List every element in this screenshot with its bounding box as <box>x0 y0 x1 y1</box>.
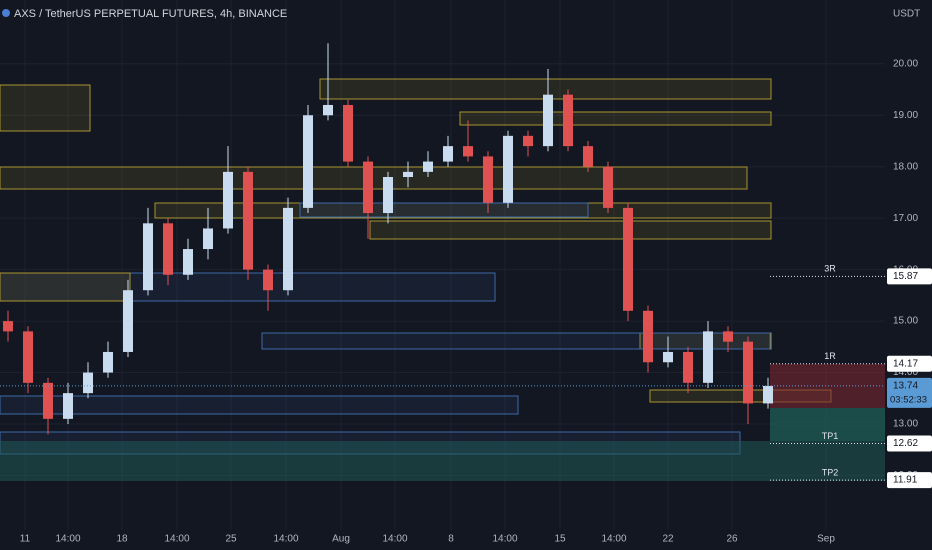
candle-body <box>323 104 333 116</box>
candle-body <box>663 351 673 363</box>
current-price-badge <box>887 377 932 408</box>
candle-body <box>363 161 373 214</box>
candle-body <box>123 290 133 352</box>
zone <box>299 202 589 218</box>
price-badge-label: 15.87 <box>893 271 918 282</box>
countdown: 03:52:33 <box>890 394 927 405</box>
candle-body <box>223 171 233 229</box>
candle-body <box>23 331 33 383</box>
x-tick-label: 15 <box>554 534 566 545</box>
candle-body <box>563 94 573 147</box>
x-tick-label: 8 <box>448 534 454 545</box>
candle-body <box>483 156 493 203</box>
candle-body <box>63 393 73 419</box>
candle-body <box>523 135 533 147</box>
reward-zone <box>770 408 885 441</box>
candle-body <box>423 161 433 172</box>
x-tick-label: 26 <box>726 534 738 545</box>
candle-body <box>283 207 293 291</box>
price-badge-label: 12.62 <box>893 438 918 449</box>
x-tick-label: 14:00 <box>492 534 517 545</box>
candle-body <box>3 321 13 332</box>
x-tick-label: 14:00 <box>601 534 626 545</box>
candle-body <box>103 351 113 373</box>
price-badge <box>887 355 932 372</box>
candle-body <box>163 223 173 275</box>
y-tick-label: 14.00 <box>893 367 918 378</box>
candle-body <box>543 94 553 147</box>
candle-body <box>463 146 473 157</box>
x-tick-label: 22 <box>662 534 674 545</box>
candle-body <box>503 135 513 203</box>
candle-body <box>243 171 253 270</box>
candle-body <box>403 171 413 178</box>
x-tick-label: Aug <box>332 534 350 545</box>
candle-body <box>203 228 213 250</box>
tp-zone <box>0 441 885 481</box>
symbol-icon <box>2 9 10 17</box>
plot: 3R 1R TP1 TP2 <box>0 43 885 481</box>
current-price-label: 13.74 <box>893 381 918 392</box>
zone <box>0 166 748 190</box>
price-badge-label: 11.91 <box>893 475 918 486</box>
y-tick-label: 17.00 <box>893 213 918 224</box>
candle-body <box>643 310 653 363</box>
candle-body <box>583 146 593 167</box>
candle-body <box>143 223 153 291</box>
x-tick-label: 14:00 <box>273 534 298 545</box>
level-label: 3R <box>824 264 836 274</box>
candle-body <box>83 372 93 394</box>
x-tick-label: 14:00 <box>164 534 189 545</box>
price-axis: 12.0013.0014.0015.0016.0017.0018.0019.00… <box>20 58 932 545</box>
y-tick-label: 20.00 <box>893 58 918 69</box>
candle-body <box>683 351 693 383</box>
price-badge <box>887 472 932 489</box>
candle-body <box>703 331 713 383</box>
x-tick-label: 18 <box>116 534 128 545</box>
candle-body <box>383 177 393 214</box>
x-tick-label: 14:00 <box>382 534 407 545</box>
y-tick-label: 15.00 <box>893 316 918 327</box>
zone <box>261 332 771 350</box>
level-label: 1R <box>824 351 836 361</box>
candle-body <box>723 331 733 342</box>
level-label: TP2 <box>822 467 839 477</box>
price-badge-label: 14.17 <box>893 358 918 369</box>
candle-body <box>603 166 613 208</box>
currency: USDT <box>893 9 920 20</box>
x-tick-label: Sep <box>817 534 835 545</box>
x-tick-label: 11 <box>20 534 31 545</box>
candle-body <box>743 341 753 404</box>
chart-title: AXS / TetherUS PERPETUAL FUTURES, 4h, BI… <box>14 8 287 20</box>
price-badge <box>887 268 932 285</box>
price-badge <box>887 435 932 452</box>
y-tick-label: 19.00 <box>893 110 918 121</box>
candle-body <box>183 249 193 275</box>
x-tick-label: 14:00 <box>55 534 80 545</box>
zone <box>369 220 772 240</box>
candle-body <box>303 115 313 208</box>
candle-body <box>763 385 773 404</box>
zone <box>0 84 91 132</box>
candle-body <box>343 104 353 162</box>
candle-body <box>43 382 53 419</box>
zone <box>0 395 519 415</box>
y-tick-label: 18.00 <box>893 161 918 172</box>
candle-body <box>443 146 453 162</box>
x-tick-label: 25 <box>225 534 237 545</box>
zone <box>459 111 772 126</box>
y-tick-label: 13.00 <box>893 419 918 430</box>
level-label: TP1 <box>822 431 839 441</box>
zone <box>0 272 131 302</box>
candle-body <box>263 269 273 291</box>
candle-body <box>623 207 633 311</box>
